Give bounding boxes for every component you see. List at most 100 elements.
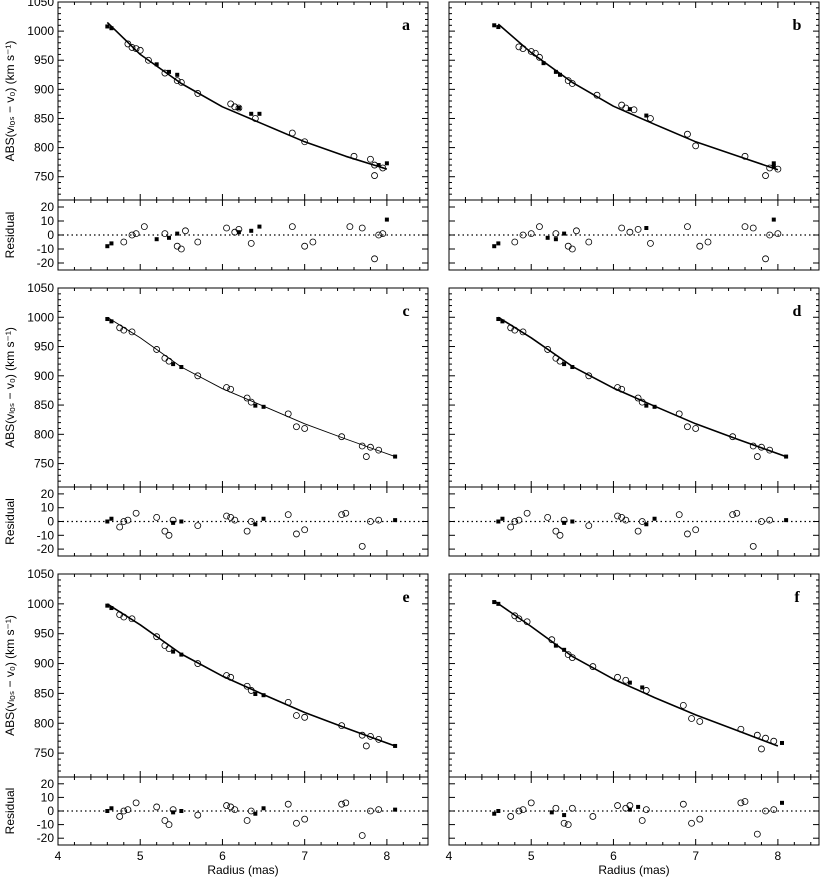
data-point-open bbox=[548, 636, 556, 644]
data-point-open bbox=[511, 326, 519, 334]
data-point-filled bbox=[541, 61, 546, 66]
residual-point-open bbox=[124, 516, 132, 524]
y-tick-label: 800 bbox=[34, 427, 54, 441]
data-point-open bbox=[362, 742, 370, 750]
data-point-open bbox=[247, 687, 255, 694]
data-point-filled bbox=[179, 365, 184, 370]
residual-point-open bbox=[737, 799, 745, 807]
data-point-open bbox=[301, 713, 309, 721]
residual-point-open bbox=[573, 227, 580, 235]
data-point-open bbox=[556, 357, 564, 365]
data-point-open bbox=[544, 346, 552, 353]
data-point-open bbox=[145, 56, 152, 64]
residual-point-open bbox=[684, 530, 691, 538]
residual-point-open bbox=[177, 245, 185, 253]
data-point-filled bbox=[167, 69, 171, 74]
data-point-open bbox=[120, 326, 128, 334]
residual-point-open bbox=[552, 804, 560, 812]
y-tick-label: 900 bbox=[34, 82, 54, 96]
data-point-open bbox=[227, 100, 235, 108]
residual-point-open bbox=[749, 542, 757, 550]
residual-point-filled bbox=[553, 237, 558, 242]
data-point-filled bbox=[492, 600, 497, 605]
y-tick-label: 750 bbox=[34, 170, 54, 184]
residual-point-filled bbox=[253, 522, 258, 527]
y-tick-label: 950 bbox=[34, 53, 54, 67]
data-point-filled bbox=[109, 26, 114, 31]
residual-point-filled bbox=[154, 237, 159, 242]
data-point-filled bbox=[627, 107, 632, 112]
residual-point-open bbox=[161, 230, 169, 238]
data-point-open bbox=[153, 346, 161, 353]
data-point-open bbox=[116, 324, 124, 332]
residual-point-open bbox=[342, 509, 350, 517]
x-axis-title: Radius (mas) bbox=[207, 863, 278, 877]
y-residual-tick-label: 20 bbox=[41, 777, 55, 791]
data-point-open bbox=[531, 49, 539, 57]
data-point-filled bbox=[109, 606, 114, 611]
residual-point-open bbox=[638, 817, 646, 824]
x-tick-label: 7 bbox=[301, 849, 308, 863]
data-point-open bbox=[136, 46, 144, 54]
residual-point-open bbox=[338, 800, 346, 808]
data-point-open bbox=[614, 673, 621, 681]
data-point-open bbox=[519, 45, 527, 52]
data-point-open bbox=[692, 425, 700, 432]
y-residual-tick-label: -10 bbox=[37, 528, 55, 542]
residual-point-open bbox=[247, 239, 255, 247]
residual-point-open bbox=[614, 802, 621, 809]
data-point-open bbox=[638, 398, 646, 406]
main-plot-frame bbox=[57, 287, 429, 488]
data-point-open bbox=[165, 357, 173, 365]
y-residual-tick-label: 0 bbox=[47, 804, 54, 818]
residual-point-open bbox=[741, 798, 749, 805]
residual-point-open bbox=[231, 516, 239, 524]
residual-point-open bbox=[536, 223, 543, 231]
data-point-filled bbox=[780, 740, 784, 745]
data-point-open bbox=[251, 115, 259, 122]
data-point-filled bbox=[492, 23, 497, 28]
data-point-open bbox=[284, 410, 292, 418]
residual-point-open bbox=[589, 813, 597, 820]
residual-point-open bbox=[519, 806, 527, 814]
data-point-filled bbox=[644, 113, 649, 118]
data-point-open bbox=[367, 155, 374, 163]
residual-point-filled bbox=[109, 806, 114, 811]
residual-point-filled bbox=[496, 519, 501, 524]
data-point-open bbox=[630, 106, 638, 114]
main-plot-frame bbox=[57, 1, 429, 201]
residual-point-open bbox=[749, 224, 757, 232]
residual-point-open bbox=[544, 513, 552, 521]
panel-letter: a bbox=[402, 17, 410, 34]
residual-point-filled bbox=[780, 800, 784, 805]
data-point-open bbox=[758, 745, 765, 753]
residual-point-open bbox=[766, 231, 774, 239]
data-point-open bbox=[227, 385, 235, 393]
residual-point-open bbox=[729, 511, 737, 518]
residual-point-open bbox=[124, 806, 132, 814]
residual-point-filled bbox=[179, 809, 184, 813]
residual-point-open bbox=[284, 511, 292, 518]
data-point-filled bbox=[627, 680, 632, 685]
residual-point-open bbox=[223, 224, 230, 232]
residual-point-open bbox=[120, 807, 128, 815]
data-point-open bbox=[227, 673, 235, 681]
y-residual-tick-label: -20 bbox=[37, 831, 55, 845]
data-point-open bbox=[753, 731, 761, 739]
residual-point-open bbox=[284, 800, 292, 808]
data-point-open bbox=[194, 372, 202, 380]
residual-point-open bbox=[585, 238, 593, 246]
residual-point-open bbox=[375, 806, 383, 814]
data-point-open bbox=[647, 115, 654, 122]
data-point-filled bbox=[570, 365, 575, 370]
residual-point-filled bbox=[109, 241, 114, 246]
data-point-open bbox=[634, 394, 642, 402]
residual-point-open bbox=[585, 522, 593, 530]
y-tick-label: 950 bbox=[34, 340, 54, 354]
residual-point-open bbox=[527, 799, 535, 807]
data-point-open bbox=[552, 354, 560, 362]
residual-point-open bbox=[243, 817, 251, 824]
residual-point-open bbox=[194, 811, 202, 819]
data-point-open bbox=[688, 715, 695, 722]
data-point-open bbox=[358, 731, 366, 739]
